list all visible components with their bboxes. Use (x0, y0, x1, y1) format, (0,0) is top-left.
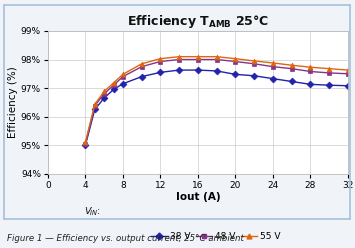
38 V (158, 71, 163, 74)
55 V (308, 66, 312, 69)
55 V (233, 57, 237, 60)
48 V (83, 142, 88, 145)
48 V (214, 58, 219, 61)
38 V (177, 69, 181, 72)
48 V (327, 71, 331, 74)
38 V (327, 84, 331, 87)
38 V (111, 88, 116, 91)
48 V (346, 72, 350, 75)
Line: 55 V: 55 V (83, 54, 350, 145)
Line: 38 V: 38 V (83, 68, 350, 148)
Legend: 38 V, 48 V, 55 V: 38 V, 48 V, 55 V (151, 232, 280, 241)
55 V (158, 57, 163, 60)
38 V (271, 77, 275, 80)
48 V (121, 75, 125, 78)
38 V (308, 83, 312, 86)
Title: Efficiency $\mathbf{T}_{\mathbf{AMB}}$ 25°C: Efficiency $\mathbf{T}_{\mathbf{AMB}}$ 2… (127, 13, 269, 31)
38 V (346, 84, 350, 87)
48 V (233, 60, 237, 63)
55 V (290, 64, 294, 67)
Y-axis label: Efficiency (%): Efficiency (%) (8, 66, 18, 138)
48 V (308, 70, 312, 73)
38 V (93, 108, 97, 111)
55 V (252, 60, 256, 62)
Text: Figure 1 — Efficiency vs. output current, 25°C ambient: Figure 1 — Efficiency vs. output current… (7, 234, 244, 243)
55 V (83, 141, 88, 144)
55 V (346, 69, 350, 72)
55 V (140, 62, 144, 65)
48 V (290, 67, 294, 70)
48 V (102, 92, 106, 95)
55 V (196, 55, 200, 58)
55 V (93, 103, 97, 106)
55 V (327, 67, 331, 70)
Text: $V_{\!\mathit{IN}}$:: $V_{\!\mathit{IN}}$: (84, 206, 101, 218)
38 V (252, 74, 256, 77)
55 V (102, 90, 106, 93)
38 V (196, 69, 200, 72)
48 V (93, 104, 97, 107)
55 V (271, 62, 275, 64)
48 V (140, 65, 144, 68)
55 V (121, 73, 125, 76)
48 V (252, 62, 256, 65)
X-axis label: Iout (A): Iout (A) (176, 192, 220, 202)
38 V (140, 75, 144, 78)
55 V (214, 55, 219, 58)
48 V (177, 58, 181, 61)
48 V (111, 84, 116, 87)
55 V (177, 55, 181, 58)
48 V (196, 58, 200, 61)
55 V (111, 81, 116, 84)
38 V (214, 69, 219, 72)
38 V (121, 82, 125, 85)
38 V (102, 96, 106, 99)
48 V (158, 60, 163, 63)
Line: 48 V: 48 V (83, 57, 350, 146)
48 V (271, 65, 275, 68)
38 V (290, 80, 294, 83)
38 V (233, 73, 237, 76)
38 V (83, 144, 88, 147)
